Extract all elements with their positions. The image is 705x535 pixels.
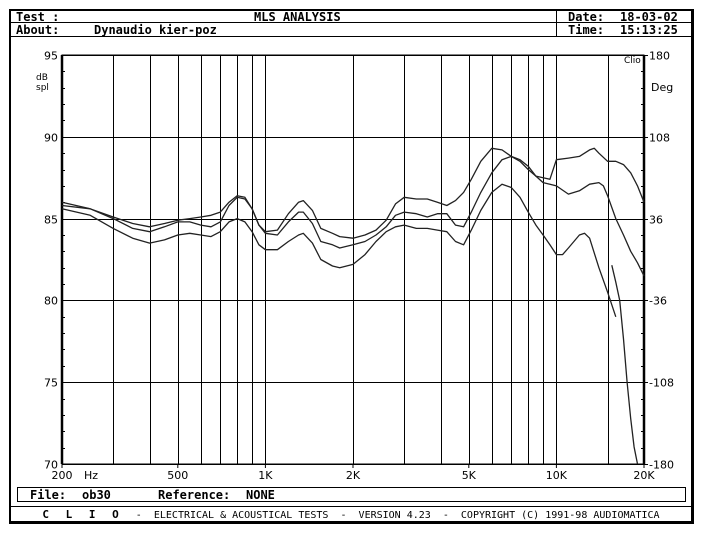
- clio-corner-label: Clio: [624, 56, 641, 66]
- y2-tick-label: -36: [649, 295, 667, 308]
- y-tick-label: 95: [44, 50, 58, 63]
- header-bottom-divider: [11, 36, 694, 37]
- x-tick-label: 500: [167, 469, 188, 482]
- credits-text: - ELECTRICAL & ACOUSTICAL TESTS - VERSIO…: [135, 510, 660, 521]
- x-unit-label: Hz: [84, 469, 98, 482]
- y2-axis-unit-deg: Deg: [651, 81, 673, 94]
- curve-response-1: [61, 147, 645, 239]
- response-curves: [61, 147, 645, 465]
- clio-brand: C L I O: [42, 508, 124, 521]
- x-tick-label: 5K: [462, 469, 477, 482]
- about-value: Dynaudio kier-poz: [94, 23, 217, 37]
- reference-label: Reference:: [158, 488, 231, 502]
- date-value: 18-03-02: [620, 10, 678, 24]
- file-label: File:: [30, 488, 67, 502]
- x-tick-label: 200: [52, 469, 73, 482]
- header-date-divider: [556, 11, 557, 36]
- y-tick-label: 75: [44, 377, 58, 390]
- about-label: About:: [16, 23, 60, 37]
- time-value: 15:13:25: [620, 23, 678, 37]
- y2-tick-label: 36: [649, 214, 663, 227]
- x-tick-label: 20K: [633, 469, 655, 482]
- x-tick-label: 10K: [546, 469, 568, 482]
- y-tick-label: 80: [44, 295, 58, 308]
- y2-tick-label: -108: [649, 377, 674, 390]
- axis-ticks: [60, 55, 648, 468]
- curve-response-2: [61, 155, 645, 277]
- y-axis-unit-spl: spl: [36, 83, 49, 93]
- y2-tick-label: 180: [649, 50, 670, 63]
- time-label: Time:: [568, 23, 605, 37]
- y2-tick-label: 108: [649, 132, 670, 145]
- header-divider: [11, 22, 694, 23]
- test-label: Test :: [16, 10, 60, 24]
- curve-phase-tail: [611, 265, 639, 465]
- y-axis-unit-db: dB: [36, 73, 48, 83]
- y-tick-label: 90: [44, 132, 58, 145]
- chart-title: MLS ANALYSIS: [254, 10, 341, 24]
- window-frame: [9, 9, 694, 524]
- axis-labels: 95 90 85 80 75 70 180 108 36 -36 -108 -180 200 500 1K 2…: [36, 50, 674, 483]
- file-value: ob30: [82, 488, 111, 502]
- y-tick-label: 70: [44, 459, 58, 472]
- reference-value: NONE: [246, 488, 275, 502]
- date-label: Date:: [568, 10, 605, 24]
- curve-response-3: [61, 183, 617, 318]
- chart-grid: [61, 54, 645, 465]
- footer-divider: [11, 506, 694, 507]
- y2-tick-label: -180: [649, 459, 674, 472]
- footer-credits: C L I O - ELECTRICAL & ACOUSTICAL TESTS …: [11, 508, 691, 522]
- y-tick-label: 85: [44, 214, 58, 227]
- file-info-bar: [17, 487, 686, 502]
- x-tick-label: 1K: [258, 469, 273, 482]
- x-tick-label: 2K: [346, 469, 361, 482]
